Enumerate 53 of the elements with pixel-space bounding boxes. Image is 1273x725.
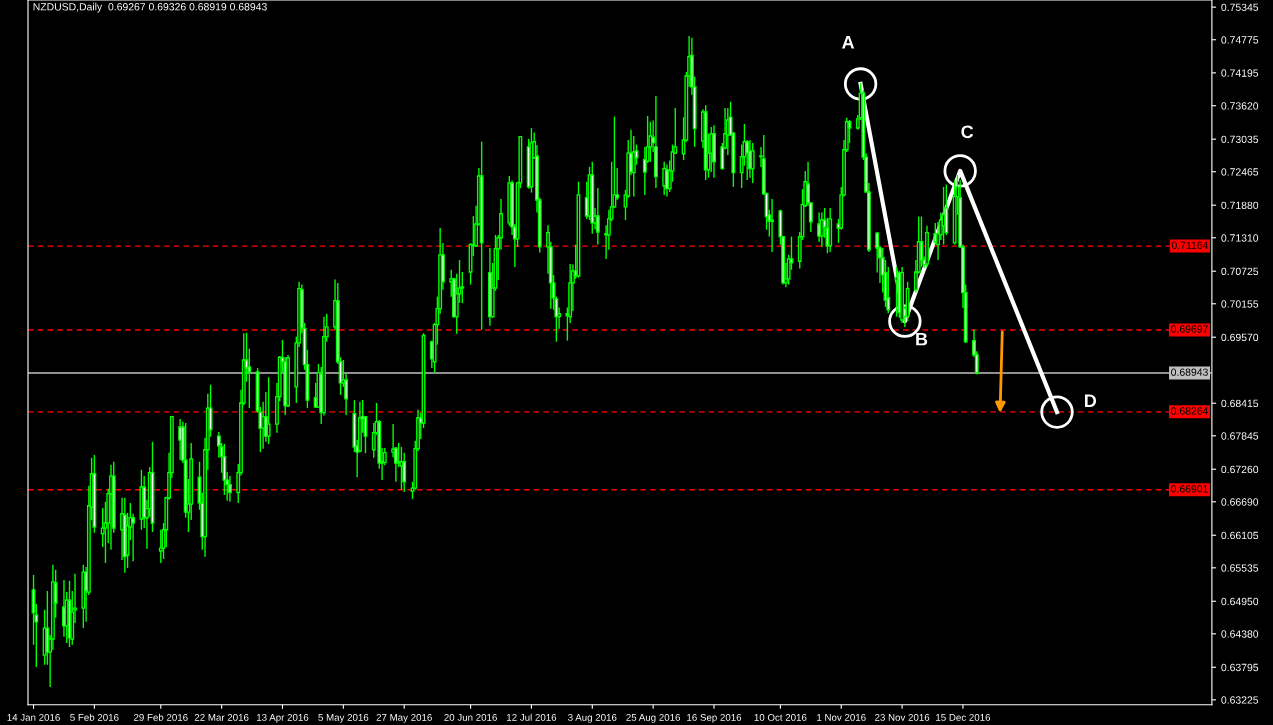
x-tick-label: 15 Dec 2016 bbox=[936, 713, 991, 721]
x-tick-label: 3 Aug 2016 bbox=[568, 713, 617, 723]
x-tick-label: 10 Oct 2016 bbox=[754, 713, 807, 721]
annotation: D bbox=[1085, 394, 1097, 408]
x-tick-label: 27 May 2016 bbox=[376, 713, 432, 723]
x-tick-label: 1 Nov 2016 bbox=[817, 713, 866, 721]
y-tick-label: 0.67845 bbox=[1221, 432, 1259, 440]
point bbox=[843, 67, 878, 101]
x-tick-label: 13 Apr 2016 bbox=[257, 713, 309, 723]
x-tick-label: 16 Sep 2016 bbox=[687, 713, 742, 723]
y-tick-label: 0.73620 bbox=[1221, 102, 1259, 110]
y-tick-label: 0.67260 bbox=[1221, 465, 1259, 474]
annotation: A bbox=[842, 35, 855, 49]
annotation: B bbox=[916, 332, 928, 346]
x-tick-label: 5 May 2016 bbox=[318, 713, 369, 723]
y-tick-label: 0.74775 bbox=[1221, 36, 1259, 44]
ref-line-label: 0.66901 bbox=[1171, 485, 1208, 493]
y-tick-label: 0.69570 bbox=[1221, 333, 1259, 342]
candlestick bbox=[266, 376, 271, 445]
y-tick-label: 0.72465 bbox=[1221, 168, 1259, 176]
ref-line-label: 0.69697 bbox=[1171, 325, 1208, 333]
y-tick-label: 0.63225 bbox=[1221, 696, 1259, 704]
y-tick-label: 0.63795 bbox=[1221, 663, 1259, 672]
y-tick-label: 0.65535 bbox=[1221, 564, 1259, 572]
x-tick-label: 5 Feb 2016 bbox=[70, 713, 119, 721]
x-tick-label: 12 Jul 2016 bbox=[507, 713, 557, 721]
ref-line-label: 0.68264 bbox=[1171, 407, 1209, 415]
ref-line-label: 0.68943 bbox=[1171, 368, 1208, 376]
y-tick-label: 0.70155 bbox=[1221, 300, 1259, 308]
x-tick-label: 23 Nov 2016 bbox=[875, 713, 930, 721]
y-tick-label: 0.70725 bbox=[1221, 267, 1259, 276]
y-tick-label: 0.71880 bbox=[1221, 201, 1259, 210]
y-tick-label: 0.75345 bbox=[1221, 3, 1259, 12]
y-tick-label: 0.73035 bbox=[1221, 135, 1259, 144]
x-tick-label: 29 Feb 2016 bbox=[133, 713, 188, 721]
y-tick-label: 0.68415 bbox=[1221, 399, 1259, 408]
chart-title: NZDUSD,Daily 0.69267 0.69326 0.68919 0.68943 bbox=[33, 2, 267, 13]
y-tick-label: 0.66690 bbox=[1221, 498, 1259, 506]
y-tick-label: 0.64950 bbox=[1221, 597, 1259, 606]
candlestick bbox=[770, 198, 775, 253]
y-tick-label: 0.71310 bbox=[1221, 234, 1259, 242]
ref-line-label: 0.71164 bbox=[1171, 241, 1209, 249]
x-tick-label: 22 Mar 2016 bbox=[194, 713, 249, 721]
point bbox=[1040, 395, 1074, 429]
y-tick-label: 0.66105 bbox=[1221, 531, 1259, 540]
x-tick-label: 14 Jan 2016 bbox=[7, 713, 60, 721]
point bbox=[943, 154, 977, 188]
annotation: C bbox=[961, 125, 974, 139]
y-tick-label: 0.64380 bbox=[1221, 630, 1259, 638]
x-tick-label: 20 Jun 2016 bbox=[444, 713, 497, 721]
candlestick bbox=[402, 451, 407, 493]
y-tick-label: 0.74195 bbox=[1221, 69, 1259, 77]
x-tick-label: 25 Aug 2016 bbox=[626, 713, 681, 723]
